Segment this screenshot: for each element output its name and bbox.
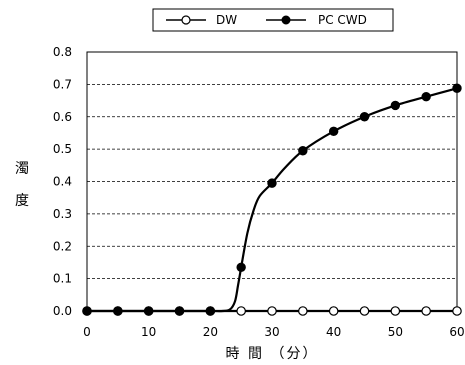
y-axis-title-char: 度 [15, 193, 29, 209]
x-tick-label: 10 [141, 325, 156, 339]
data-point-dw [359, 306, 370, 316]
data-point-dw [267, 306, 277, 316]
x-tick-label: 40 [326, 325, 341, 339]
data-point-dw [328, 306, 339, 316]
data-point-pccwd [328, 126, 339, 137]
legend: DW PC CWD [152, 8, 394, 32]
legend-label-dw: DW [216, 13, 237, 27]
y-axis-title-char: 濁 [15, 161, 29, 177]
x-tick-label: 50 [388, 325, 403, 339]
y-tick-label: 0.0 [53, 304, 72, 318]
data-point-pccwd [421, 91, 431, 102]
x-tick-label: 60 [449, 325, 464, 339]
data-point-pccwd [143, 306, 154, 316]
y-tick-label: 0.6 [53, 110, 72, 124]
data-point-pccwd [113, 306, 123, 316]
x-tick-label: 30 [264, 325, 279, 339]
data-point-pccwd [452, 83, 462, 93]
data-point-dw [236, 306, 246, 316]
data-point-pccwd [236, 262, 246, 272]
series-layer [82, 83, 462, 316]
legend-marker-dw [181, 15, 191, 25]
data-point-dw [298, 306, 308, 316]
y-tick-label: 0.2 [53, 239, 72, 253]
y-tick-label: 0.5 [53, 142, 72, 156]
data-point-pccwd [298, 146, 308, 156]
x-tick-label: 20 [203, 325, 218, 339]
y-tick-label: 0.1 [53, 272, 72, 286]
data-point-pccwd [82, 306, 92, 316]
x-axis-title: 時 間 （分） [226, 346, 319, 362]
y-axis-title: 濁度 [15, 161, 29, 209]
y-tick-label: 0.3 [53, 207, 72, 221]
data-point-pccwd [267, 178, 277, 188]
y-axis-ticks: 0.0 0.1 0.2 0.3 0.4 0.5 0.6 0.7 0.8 [53, 45, 72, 318]
data-point-dw [452, 306, 462, 316]
x-tick-label: 0 [83, 325, 91, 339]
y-tick-label: 0.8 [53, 45, 72, 59]
data-point-dw [390, 306, 401, 316]
y-tick-label: 0.7 [53, 77, 72, 91]
legend-marker-pccwd [281, 15, 291, 25]
legend-label-pccwd: PC CWD [318, 13, 367, 27]
data-point-dw [421, 306, 431, 316]
series-line-pccwd [87, 87, 458, 313]
data-point-pccwd [174, 306, 185, 316]
data-point-pccwd [205, 306, 216, 316]
y-tick-label: 0.4 [53, 175, 72, 189]
data-point-pccwd [359, 112, 370, 122]
data-point-pccwd [390, 100, 401, 111]
x-axis-ticks: 0 10 20 30 40 50 60 [83, 311, 465, 339]
